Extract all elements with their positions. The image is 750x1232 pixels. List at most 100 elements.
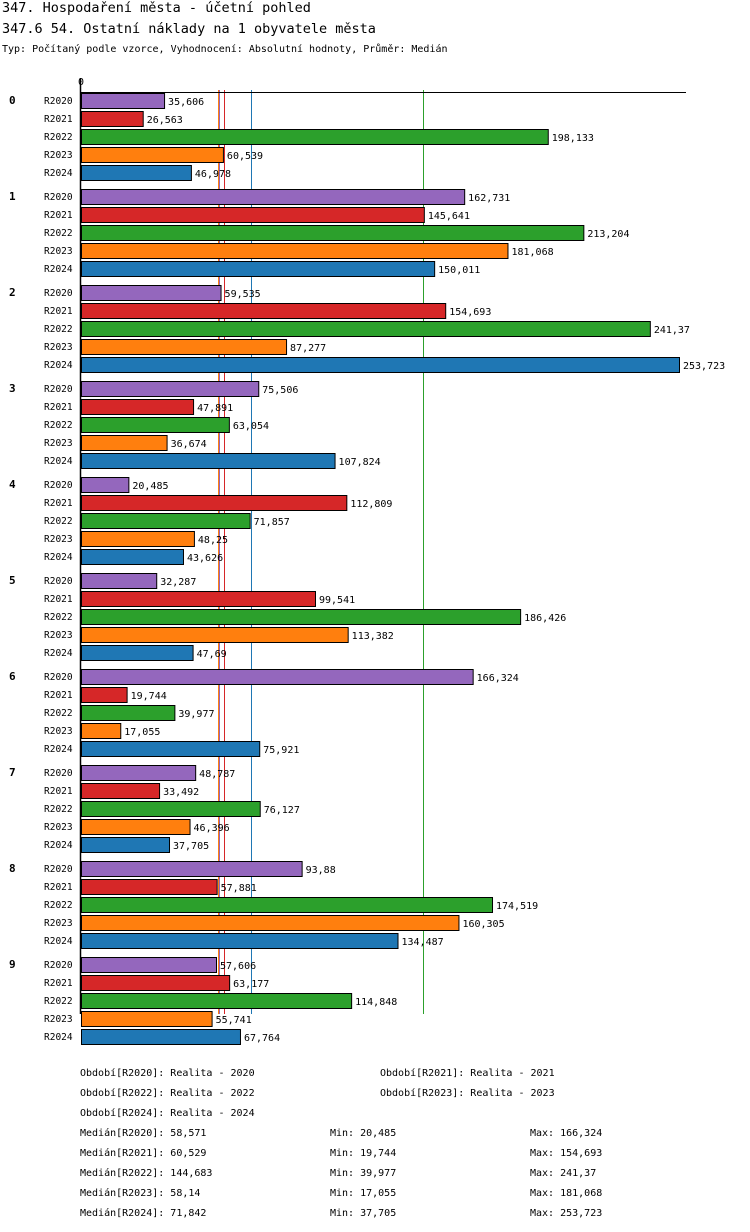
bar-0-r2021 (82, 112, 144, 127)
max-r2021: Max: 154,693 (530, 1148, 602, 1159)
legend-period-r2021: Období[R2021]: Realita - 2021 (380, 1068, 555, 1079)
data-label-5-r2020: 32,287 (160, 577, 196, 588)
bar-1-r2021 (82, 208, 425, 223)
data-label-7-r2023: 46,396 (194, 823, 230, 834)
data-label-8-r2021: 57,881 (221, 883, 257, 894)
data-label-3-r2023: 36,674 (171, 439, 207, 450)
data-label-8-r2024: 134,487 (402, 937, 444, 948)
series-label-r2021: R2021 (44, 210, 73, 221)
bar-6-r2022 (82, 706, 175, 721)
series-label-r2022: R2022 (44, 900, 73, 911)
category-label-8: 8 (9, 862, 16, 875)
bar-7-r2023 (82, 820, 191, 835)
series-label-r2023: R2023 (44, 246, 73, 257)
series-label-r2022: R2022 (44, 708, 73, 719)
series-label-r2024: R2024 (44, 840, 73, 851)
series-label-r2023: R2023 (44, 150, 73, 161)
min-r2023: Min: 17,055 (330, 1188, 396, 1199)
category-label-6: 6 (9, 670, 16, 683)
series-label-r2020: R2020 (44, 192, 73, 203)
data-label-4-r2023: 48,25 (198, 535, 228, 546)
median-r2023: Medián[R2023]: 58,14 (80, 1188, 200, 1199)
data-label-5-r2022: 186,426 (524, 613, 566, 624)
series-label-r2022: R2022 (44, 516, 73, 527)
series-label-r2023: R2023 (44, 630, 73, 641)
bar-9-r2024 (82, 1030, 241, 1045)
category-label-1: 1 (9, 190, 16, 203)
series-label-r2024: R2024 (44, 168, 73, 179)
bar-6-r2023 (82, 724, 121, 739)
bar-3-r2022 (82, 418, 230, 433)
series-label-r2020: R2020 (44, 864, 73, 875)
legend-period-r2020: Období[R2020]: Realita - 2020 (80, 1068, 255, 1079)
series-label-r2020: R2020 (44, 960, 73, 971)
data-label-4-r2020: 20,485 (132, 481, 168, 492)
bar-0-r2024 (82, 166, 192, 181)
series-label-r2024: R2024 (44, 936, 73, 947)
data-label-1-r2021: 145,641 (428, 211, 470, 222)
bar-chart: 00R202035,606R202126,563R2022198,133R202… (0, 0, 750, 1232)
data-label-7-r2021: 33,492 (163, 787, 199, 798)
data-label-1-r2022: 213,204 (587, 229, 629, 240)
category-label-3: 3 (9, 382, 16, 395)
bar-0-r2023 (82, 148, 224, 163)
bar-3-r2023 (82, 436, 168, 451)
series-label-r2021: R2021 (44, 882, 73, 893)
max-r2020: Max: 166,324 (530, 1128, 602, 1139)
data-label-0-r2022: 198,133 (552, 133, 594, 144)
max-r2022: Max: 241,37 (530, 1168, 596, 1179)
data-label-1-r2023: 181,068 (511, 247, 553, 258)
min-r2024: Min: 37,705 (330, 1208, 396, 1219)
series-label-r2021: R2021 (44, 690, 73, 701)
bar-8-r2022 (82, 898, 493, 913)
median-r2024: Medián[R2024]: 71,842 (80, 1208, 206, 1219)
median-r2021: Medián[R2021]: 60,529 (80, 1148, 206, 1159)
series-label-r2020: R2020 (44, 576, 73, 587)
series-label-r2023: R2023 (44, 726, 73, 737)
data-label-4-r2021: 112,809 (350, 499, 392, 510)
bar-5-r2023 (82, 628, 349, 643)
bar-3-r2021 (82, 400, 194, 415)
data-label-3-r2022: 63,054 (233, 421, 269, 432)
data-label-2-r2022: 241,37 (654, 325, 690, 336)
series-label-r2022: R2022 (44, 324, 73, 335)
data-label-9-r2024: 67,764 (244, 1033, 280, 1044)
bar-7-r2024 (82, 838, 170, 853)
data-label-3-r2021: 47,891 (197, 403, 233, 414)
bar-5-r2022 (82, 610, 521, 625)
bar-8-r2024 (82, 934, 399, 949)
bar-9-r2021 (82, 976, 230, 991)
bar-8-r2020 (82, 862, 303, 877)
bar-7-r2021 (82, 784, 160, 799)
data-label-7-r2024: 37,705 (173, 841, 209, 852)
data-label-1-r2020: 162,731 (468, 193, 510, 204)
data-label-2-r2021: 154,693 (449, 307, 491, 318)
category-label-4: 4 (9, 478, 16, 491)
series-label-r2022: R2022 (44, 228, 73, 239)
median-r2022: Medián[R2022]: 144,683 (80, 1168, 212, 1179)
series-label-r2023: R2023 (44, 438, 73, 449)
bar-7-r2020 (82, 766, 196, 781)
bar-5-r2024 (82, 646, 194, 661)
bar-1-r2024 (82, 262, 435, 277)
series-label-r2022: R2022 (44, 996, 73, 1007)
data-label-9-r2022: 114,848 (355, 997, 397, 1008)
bar-5-r2021 (82, 592, 316, 607)
series-label-r2021: R2021 (44, 306, 73, 317)
series-label-r2024: R2024 (44, 1032, 73, 1043)
bar-8-r2021 (82, 880, 218, 895)
series-label-r2020: R2020 (44, 288, 73, 299)
series-label-r2023: R2023 (44, 1014, 73, 1025)
max-r2023: Max: 181,068 (530, 1188, 602, 1199)
bar-6-r2024 (82, 742, 260, 757)
series-label-r2020: R2020 (44, 480, 73, 491)
data-label-7-r2020: 48,787 (199, 769, 235, 780)
max-r2024: Max: 253,723 (530, 1208, 602, 1219)
series-label-r2020: R2020 (44, 768, 73, 779)
series-label-r2022: R2022 (44, 612, 73, 623)
series-label-r2022: R2022 (44, 420, 73, 431)
series-label-r2024: R2024 (44, 456, 73, 467)
data-label-9-r2021: 63,177 (233, 979, 269, 990)
bar-0-r2022 (82, 130, 549, 145)
data-label-2-r2024: 253,723 (683, 361, 725, 372)
